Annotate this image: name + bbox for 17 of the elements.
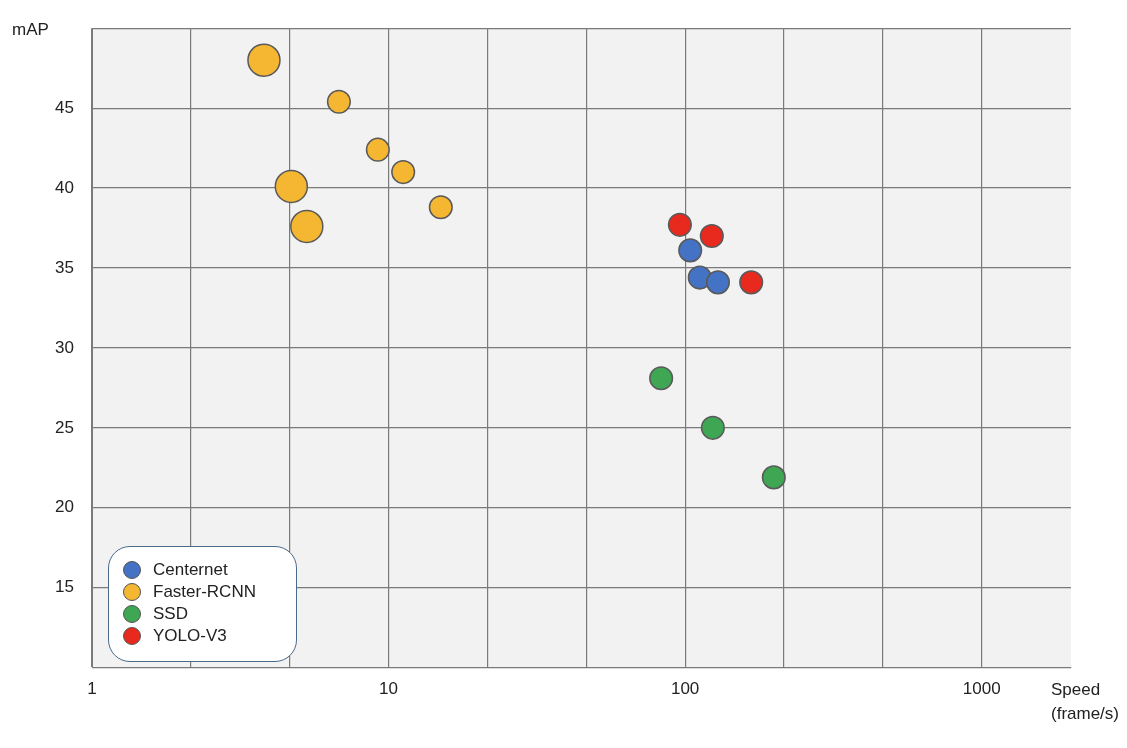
y-tick-label: 25 (55, 417, 74, 437)
legend-label: SSD (153, 603, 188, 624)
x-tick-label: 1000 (962, 679, 1001, 699)
y-tick-label: 30 (55, 337, 74, 357)
x-axis-title: Speed (frame/s) (1051, 678, 1120, 725)
legend-label: YOLO-V3 (153, 625, 227, 646)
legend-label: Centernet (153, 559, 228, 580)
legend-label: Faster-RCNN (153, 581, 256, 602)
y-tick-label: 15 (55, 577, 74, 597)
x-tick-label: 100 (670, 679, 700, 699)
y-tick-label: 45 (55, 97, 74, 117)
x-tick-label: 1 (87, 679, 97, 699)
y-tick-label: 40 (55, 177, 74, 197)
y-tick-label: 20 (55, 497, 74, 517)
y-tick-label: 35 (55, 257, 74, 277)
x-tick-label: 10 (379, 679, 399, 699)
y-axis-title: mAP (12, 20, 49, 41)
